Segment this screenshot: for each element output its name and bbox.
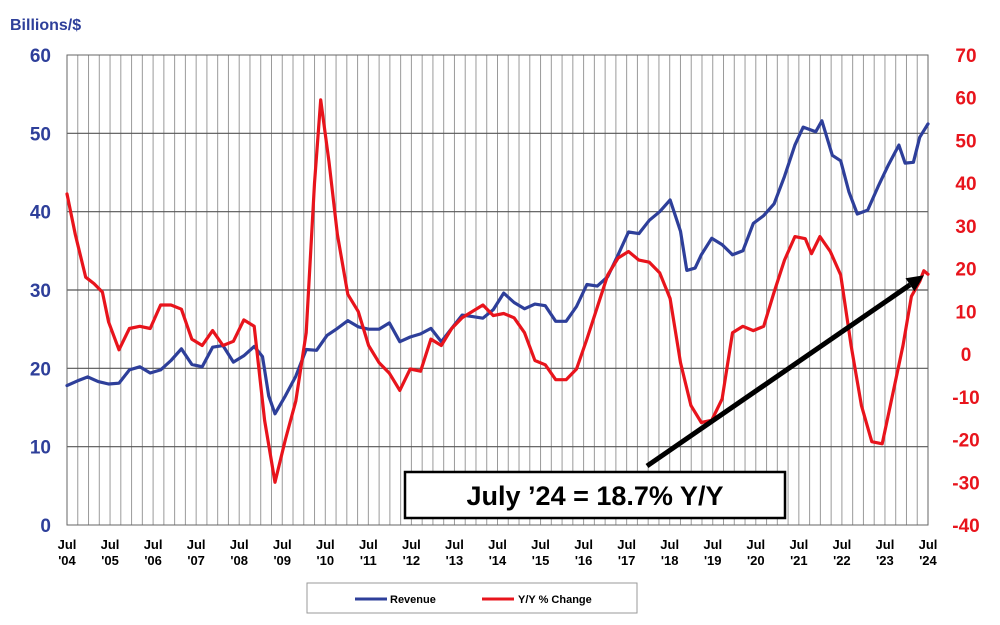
annotation-arrowhead xyxy=(905,275,924,292)
x-tick-label-year: '05 xyxy=(101,553,119,568)
x-tick-label-year: '21 xyxy=(790,553,808,568)
x-tick-label-month: Jul xyxy=(101,537,120,552)
plot-area-border xyxy=(66,54,929,526)
right-tick-label: -10 xyxy=(952,388,979,409)
yoy-change-series-line xyxy=(65,98,930,484)
left-tick-label: 40 xyxy=(30,203,51,224)
annotation: July ’24 = 18.7% Y/Y xyxy=(403,275,924,520)
x-tick-label-year: '19 xyxy=(704,553,722,568)
x-tick-label-month: Jul xyxy=(230,537,249,552)
left-tick-label: 10 xyxy=(30,438,51,459)
x-tick-label-month: Jul xyxy=(876,537,895,552)
x-tick-label-year: '10 xyxy=(317,553,335,568)
x-tick-label-year: '09 xyxy=(273,553,291,568)
right-tick-label: -30 xyxy=(952,473,979,494)
right-tick-label: -20 xyxy=(952,431,979,452)
x-tick-label-year: '07 xyxy=(187,553,205,568)
x-tick-label-year: '24 xyxy=(919,553,937,568)
x-tick-label-month: Jul xyxy=(58,537,77,552)
left-tick-label: 60 xyxy=(30,46,51,67)
series-layer xyxy=(65,98,930,484)
x-tick-label-month: Jul xyxy=(316,537,335,552)
revenue-series-line xyxy=(65,119,930,416)
x-tick-label-month: Jul xyxy=(746,537,765,552)
x-tick-label-month: Jul xyxy=(574,537,593,552)
left-tick-label: 30 xyxy=(30,281,51,302)
x-tick-label-year: '14 xyxy=(489,553,507,568)
legend-revenue-label: Revenue xyxy=(390,594,436,606)
x-tick-label-year: '11 xyxy=(360,553,377,568)
horizontal-gridlines xyxy=(67,132,928,448)
x-tick-label-month: Jul xyxy=(789,537,808,552)
right-tick-label: 40 xyxy=(955,174,976,195)
right-tick-label: -40 xyxy=(952,516,979,537)
right-tick-label: 10 xyxy=(955,302,976,323)
left-tick-label: 50 xyxy=(30,124,51,145)
x-tick-label-month: Jul xyxy=(445,537,464,552)
x-tick-label-month: Jul xyxy=(617,537,636,552)
x-tick-label-month: Jul xyxy=(273,537,292,552)
right-tick-label: 0 xyxy=(961,345,972,366)
x-tick-label-month: Jul xyxy=(488,537,507,552)
x-tick-label-year: '20 xyxy=(747,553,765,568)
right-tick-label: 30 xyxy=(955,217,976,238)
x-tick-label-year: '13 xyxy=(446,553,464,568)
x-tick-label-year: '06 xyxy=(144,553,162,568)
x-tick-label-month: Jul xyxy=(144,537,163,552)
left-axis-ticks: 0 10 20 30 40 50 60 xyxy=(30,46,51,537)
x-tick-label-month: Jul xyxy=(402,537,421,552)
annotation-box xyxy=(403,470,787,520)
x-axis-ticks: Jul'04Jul'05Jul'06Jul'07Jul'08Jul'09Jul'… xyxy=(58,537,938,568)
x-tick-label-year: '23 xyxy=(876,553,894,568)
legend-yoy-label: Y/Y % Change xyxy=(518,594,592,606)
left-tick-label: 0 xyxy=(40,516,51,537)
x-tick-label-month: Jul xyxy=(660,537,679,552)
x-tick-label-year: '18 xyxy=(661,553,679,568)
right-tick-label: 20 xyxy=(955,260,976,281)
right-tick-label: 60 xyxy=(955,89,976,110)
x-tick-label-year: '22 xyxy=(833,553,851,568)
x-tick-label-month: Jul xyxy=(833,537,852,552)
x-tick-label-year: '17 xyxy=(618,553,636,568)
legend: Revenue Y/Y % Change xyxy=(306,582,638,614)
x-tick-label-month: Jul xyxy=(359,537,378,552)
left-axis-title: Billions/$ xyxy=(10,17,81,34)
right-tick-label: 50 xyxy=(955,131,976,152)
right-axis-ticks: -40 -30 -20 -10 0 10 20 30 40 50 60 70 xyxy=(952,46,979,537)
x-tick-label-year: '08 xyxy=(230,553,248,568)
x-tick-label-month: Jul xyxy=(919,537,938,552)
x-tick-label-month: Jul xyxy=(703,537,722,552)
annotation-arrow xyxy=(645,282,912,469)
x-tick-label-month: Jul xyxy=(187,537,206,552)
right-tick-label: 70 xyxy=(955,46,976,67)
left-tick-label: 20 xyxy=(30,359,51,380)
x-tick-label-year: '12 xyxy=(403,553,421,568)
annotation-text: July ’24 = 18.7% Y/Y xyxy=(467,481,724,511)
x-tick-label-year: '16 xyxy=(575,553,593,568)
x-tick-label-year: '04 xyxy=(58,553,76,568)
x-tick-label-year: '15 xyxy=(532,553,550,568)
x-tick-label-month: Jul xyxy=(531,537,550,552)
